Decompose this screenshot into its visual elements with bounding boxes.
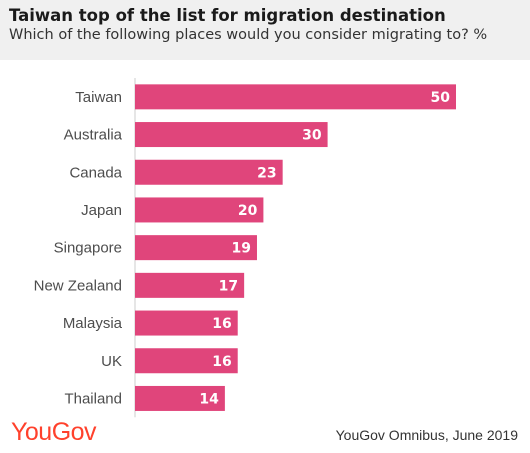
category-label: Thailand: [64, 390, 122, 407]
source-note: YouGov Omnibus, June 2019: [335, 427, 518, 443]
data-label: 16: [212, 354, 231, 370]
category-label: Singapore: [54, 240, 122, 257]
bar: [135, 159, 283, 185]
bar: [135, 272, 245, 298]
bar: [135, 84, 456, 110]
category-label: UK: [101, 353, 122, 370]
bar: [135, 385, 225, 411]
category-label: Malaysia: [63, 315, 123, 332]
category-label: Taiwan: [75, 89, 122, 106]
bar: [135, 122, 328, 148]
bar: [135, 235, 257, 261]
data-label: 20: [238, 203, 258, 219]
chart-title: Taiwan top of the list for migration des…: [9, 6, 446, 25]
data-label: 23: [257, 165, 276, 181]
data-label: 16: [212, 316, 231, 332]
data-label: 17: [219, 278, 238, 294]
data-label: 19: [231, 241, 250, 257]
category-label: New Zealand: [34, 277, 122, 294]
chart-subtitle: Which of the following places would you …: [9, 27, 488, 43]
category-label: Japan: [81, 202, 122, 219]
category-label: Canada: [69, 164, 122, 181]
data-label: 50: [431, 90, 451, 106]
bar: [135, 348, 238, 374]
data-label: 14: [199, 391, 219, 407]
data-label: 30: [302, 128, 322, 144]
category-label: Australia: [64, 127, 123, 144]
bar: [135, 197, 264, 223]
bar: [135, 310, 238, 336]
chart-header: Taiwan top of the list for migration des…: [0, 0, 530, 60]
yougov-logo: YouGov: [11, 418, 97, 446]
